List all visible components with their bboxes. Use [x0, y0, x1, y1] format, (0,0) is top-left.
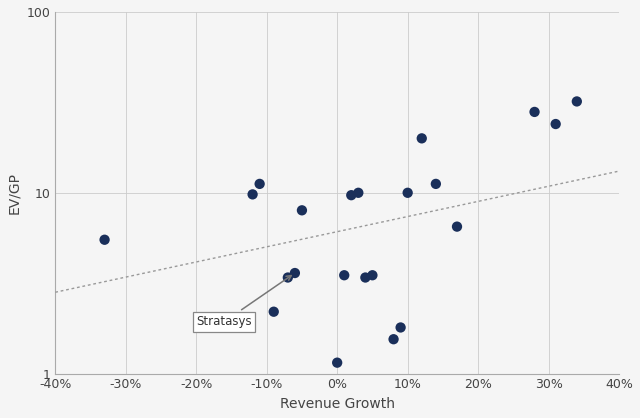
Point: [353, 189, 364, 196]
Y-axis label: EV/GP: EV/GP: [7, 172, 21, 214]
Point: [339, 272, 349, 278]
Point: [367, 272, 378, 278]
Point: [417, 135, 427, 142]
Point: [572, 98, 582, 105]
Point: [396, 324, 406, 331]
Point: [452, 223, 462, 230]
Point: [290, 270, 300, 276]
Point: [403, 189, 413, 196]
Point: [332, 359, 342, 366]
Point: [529, 109, 540, 115]
Point: [297, 207, 307, 214]
X-axis label: Revenue Growth: Revenue Growth: [280, 397, 395, 411]
Point: [388, 336, 399, 343]
Point: [346, 192, 356, 199]
Point: [269, 308, 279, 315]
Point: [360, 274, 371, 281]
Text: Stratasys: Stratasys: [196, 275, 291, 328]
Point: [431, 181, 441, 187]
Point: [99, 237, 109, 243]
Point: [248, 191, 258, 198]
Point: [255, 181, 265, 187]
Point: [283, 274, 293, 281]
Point: [550, 121, 561, 127]
